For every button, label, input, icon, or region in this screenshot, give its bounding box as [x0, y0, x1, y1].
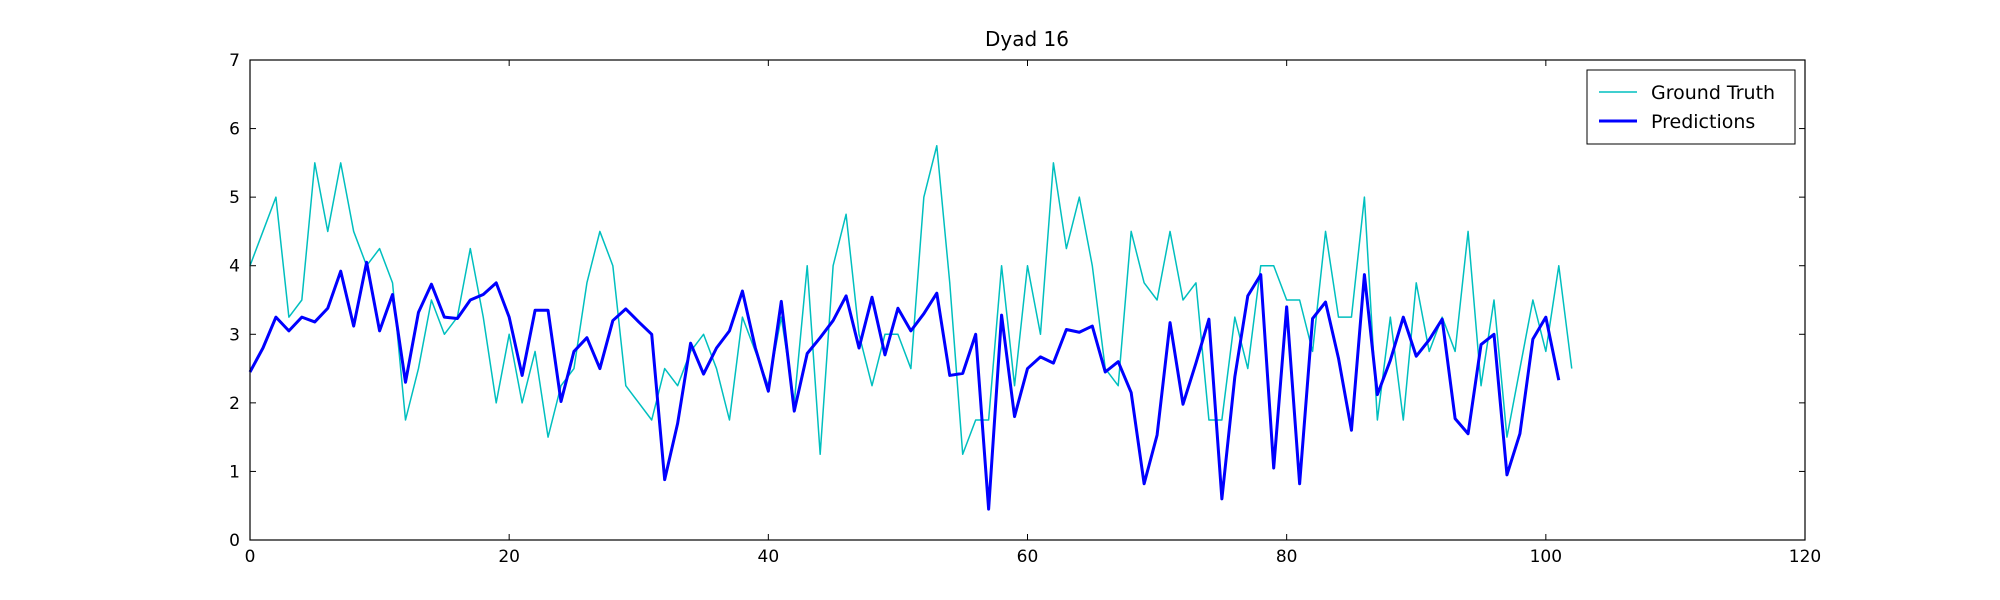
x-tick-label: 0	[245, 547, 256, 567]
x-tick-label: 40	[758, 547, 780, 567]
x-tick-label: 100	[1530, 547, 1562, 567]
x-tick-label: 20	[498, 547, 520, 567]
y-tick-label: 2	[229, 394, 240, 414]
x-tick-label: 120	[1789, 547, 1821, 567]
y-tick-label: 0	[229, 531, 240, 551]
x-tick-label: 80	[1276, 547, 1298, 567]
y-tick-label: 4	[229, 257, 240, 277]
legend-box	[1586, 69, 1796, 145]
y-tick-label: 6	[229, 120, 240, 140]
legend: Ground Truth Predictions	[1586, 69, 1796, 145]
y-tick-label: 7	[229, 51, 240, 71]
y-tick-label: 3	[229, 325, 240, 345]
line	[248, 260, 1561, 511]
line	[249, 144, 1573, 456]
plot-frame	[249, 59, 1806, 541]
x-tick-label: 60	[1017, 547, 1039, 567]
y-tick-label: 5	[229, 188, 240, 208]
y-tick-label: 1	[229, 462, 240, 482]
chart-title: Dyad 16	[985, 27, 1069, 51]
legend-label: Ground Truth	[1651, 82, 1775, 104]
legend-label: Predictions	[1651, 111, 1755, 133]
